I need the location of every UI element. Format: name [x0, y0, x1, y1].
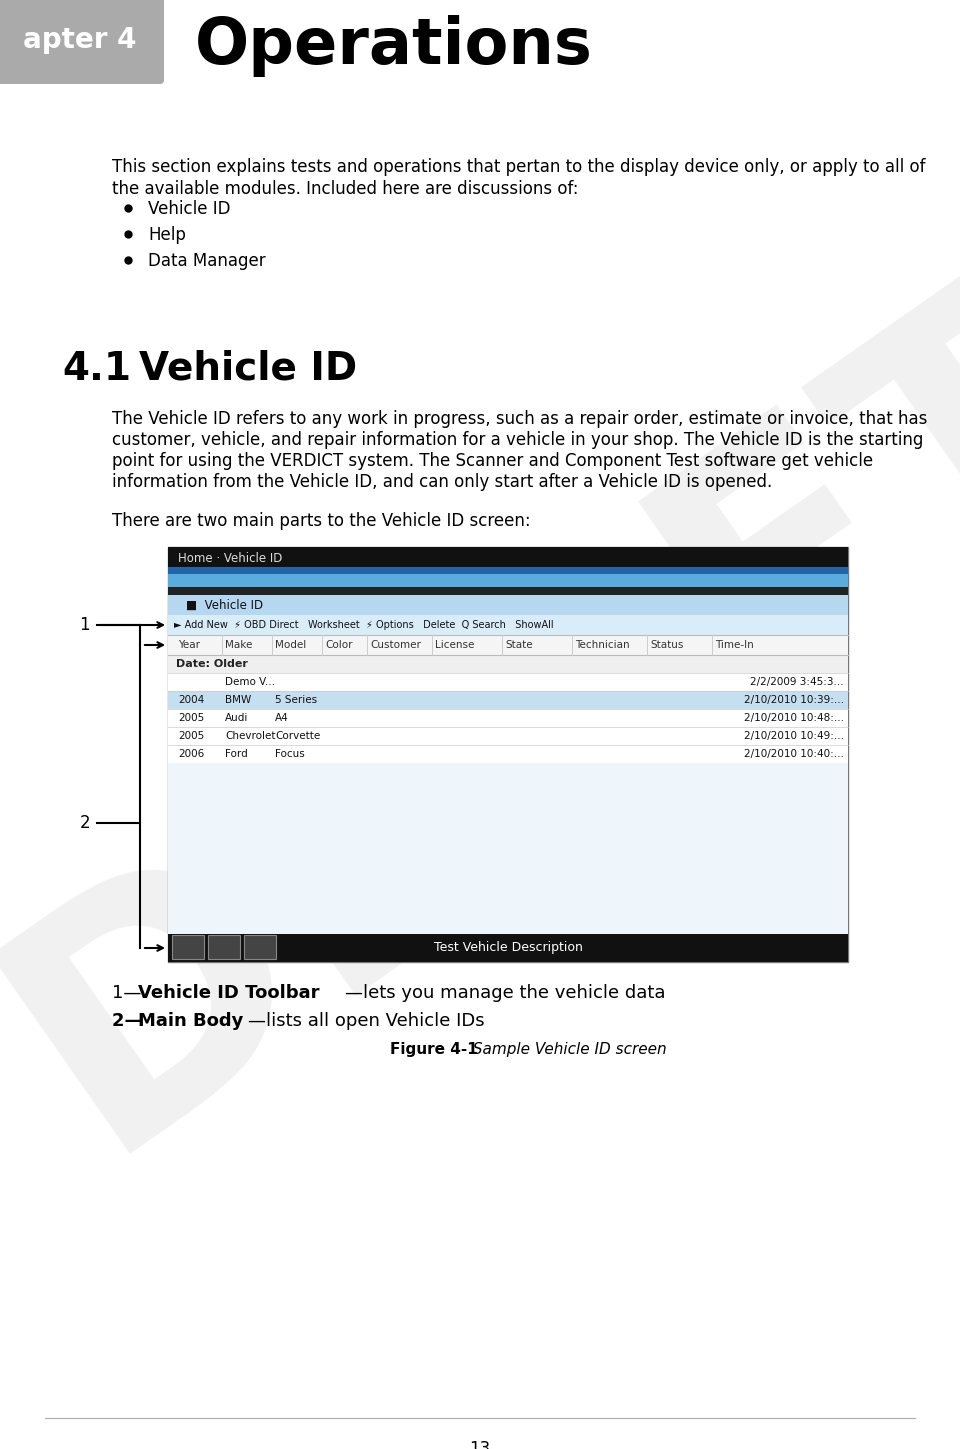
Bar [172, 935, 204, 959]
Text: Vehicle ID: Vehicle ID [112, 351, 357, 388]
Text: information from the Vehicle ID, and can only start after a Vehicle ID is opened: information from the Vehicle ID, and can… [112, 472, 772, 491]
Text: Vehicle ID Toolbar: Vehicle ID Toolbar [138, 984, 320, 1003]
Text: There are two main parts to the Vehicle ID screen:: There are two main parts to the Vehicle … [112, 511, 531, 530]
Text: —lets you manage the vehicle data: —lets you manage the vehicle data [345, 984, 665, 1003]
Text: 2/10/2010 10:39:...: 2/10/2010 10:39:... [744, 696, 844, 706]
Text: 2005: 2005 [178, 713, 204, 723]
Text: Audi: Audi [225, 713, 249, 723]
Text: 2/10/2010 10:48:...: 2/10/2010 10:48:... [744, 713, 844, 723]
Text: Date: Older: Date: Older [176, 659, 248, 669]
Text: Figure 4-1: Figure 4-1 [390, 1042, 478, 1056]
Text: A4: A4 [275, 713, 289, 723]
Text: 2—: 2— [112, 1011, 149, 1030]
Text: customer, vehicle, and repair information for a vehicle in your shop. The Vehicl: customer, vehicle, and repair informatio… [112, 430, 924, 449]
Text: Year: Year [178, 640, 200, 651]
Text: ■  Vehicle ID: ■ Vehicle ID [186, 598, 263, 611]
Text: 5 Series: 5 Series [275, 696, 317, 706]
Text: the available modules. Included here are discussions of:: the available modules. Included here are… [112, 180, 579, 199]
Text: Customer: Customer [370, 640, 420, 651]
Text: This section explains tests and operations that pertan to the display device onl: This section explains tests and operatio… [112, 158, 925, 175]
Text: —lists all open Vehicle IDs: —lists all open Vehicle IDs [248, 1011, 485, 1030]
Text: 2005: 2005 [178, 730, 204, 740]
Text: 2: 2 [80, 814, 90, 832]
Text: Corvette: Corvette [275, 730, 321, 740]
Bar [168, 587, 848, 596]
Text: 1: 1 [80, 616, 90, 635]
Text: DRAFT: DRAFT [0, 230, 960, 1210]
Text: Home · Vehicle ID: Home · Vehicle ID [178, 552, 282, 565]
Text: apter 4: apter 4 [23, 26, 136, 54]
Bar [168, 548, 848, 962]
Text: Main Body: Main Body [138, 1011, 244, 1030]
Bar [168, 727, 848, 745]
Bar [168, 655, 848, 672]
Text: Help: Help [148, 226, 186, 243]
Bar [168, 569, 848, 587]
Text: Test Vehicle Description: Test Vehicle Description [434, 942, 583, 955]
Text: 13: 13 [469, 1440, 491, 1449]
Bar [168, 672, 848, 691]
Text: ► Add New  ⚡ OBD Direct   Worksheet  ⚡ Options   Delete  Q Search   ShowAll: ► Add New ⚡ OBD Direct Worksheet ⚡ Optio… [174, 620, 554, 630]
Text: Model: Model [275, 640, 306, 651]
Text: 1—: 1— [112, 984, 147, 1003]
Text: Color: Color [325, 640, 352, 651]
Text: Vehicle ID: Vehicle ID [148, 200, 230, 217]
FancyBboxPatch shape [0, 0, 164, 84]
Text: 2004: 2004 [178, 696, 204, 706]
Bar [168, 691, 848, 709]
Bar [168, 548, 848, 569]
Bar [244, 935, 276, 959]
Text: Time-In: Time-In [715, 640, 754, 651]
Text: 2006: 2006 [178, 749, 204, 759]
Text: Make: Make [225, 640, 252, 651]
Text: Sample Vehicle ID screen: Sample Vehicle ID screen [468, 1042, 666, 1056]
Text: 2/2/2009 3:45:3...: 2/2/2009 3:45:3... [751, 677, 844, 687]
Bar [168, 567, 848, 574]
Text: The Vehicle ID refers to any work in progress, such as a repair order, estimate : The Vehicle ID refers to any work in pro… [112, 410, 927, 427]
Bar [168, 764, 848, 935]
Text: State: State [505, 640, 533, 651]
Bar [168, 614, 848, 635]
Text: Data Manager: Data Manager [148, 252, 266, 270]
Text: License: License [435, 640, 474, 651]
Text: Technician: Technician [575, 640, 630, 651]
Text: Demo V...: Demo V... [225, 677, 275, 687]
Text: Ford: Ford [225, 749, 248, 759]
Bar [168, 709, 848, 727]
Bar [168, 596, 848, 614]
Text: Status: Status [650, 640, 684, 651]
Bar [168, 745, 848, 764]
Text: 2/10/2010 10:49:...: 2/10/2010 10:49:... [744, 730, 844, 740]
Text: Focus: Focus [275, 749, 304, 759]
Text: 4.1: 4.1 [62, 351, 131, 388]
Bar [168, 635, 848, 655]
Text: point for using the VERDICT system. The Scanner and Component Test software get : point for using the VERDICT system. The … [112, 452, 874, 469]
Text: BMW: BMW [225, 696, 252, 706]
Bar [208, 935, 240, 959]
Bar [168, 935, 848, 962]
Text: Operations: Operations [195, 14, 593, 77]
Text: Chevrolet: Chevrolet [225, 730, 276, 740]
Text: 2/10/2010 10:40:...: 2/10/2010 10:40:... [744, 749, 844, 759]
